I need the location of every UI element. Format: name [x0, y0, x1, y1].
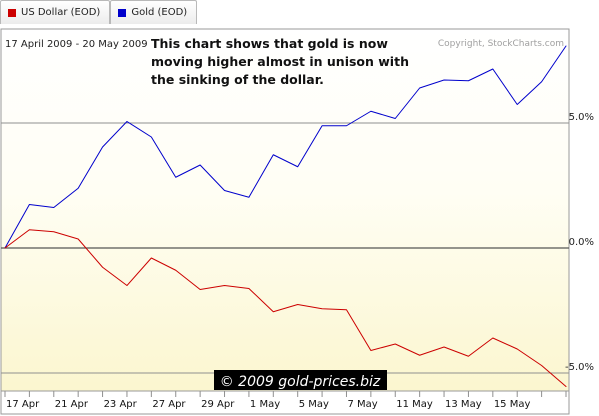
- x-tick-label: 11 May: [396, 399, 433, 410]
- annotation-line-2: moving higher almost in unison with: [151, 54, 409, 69]
- x-tick-label: 13 May: [445, 399, 482, 410]
- legend-tabs: US Dollar (EOD) Gold (EOD): [0, 0, 198, 26]
- y-tick-label: 5.0%: [569, 112, 594, 123]
- legend-tab-usd[interactable]: US Dollar (EOD): [0, 0, 111, 24]
- annotation-line-3: the sinking of the dollar.: [151, 72, 324, 87]
- annotation-text: This chart shows that gold is now moving…: [151, 36, 413, 87]
- x-tick-label: 23 Apr: [104, 399, 138, 410]
- x-axis-layer: 17 Apr 21 Apr 23 Apr 27 Apr 29 Apr 1 May 5 May…: [4, 391, 567, 410]
- plot-area: [0, 28, 570, 392]
- watermark-label: © 2009 gold-prices.biz: [220, 374, 381, 390]
- gold-swatch-icon: [118, 8, 127, 17]
- x-tick-label: 21 Apr: [55, 399, 89, 410]
- usd-line: [4, 229, 567, 387]
- x-tick-label: 1 May: [250, 399, 280, 410]
- y-tick-label: -5.0%: [565, 362, 594, 373]
- gold-line: [4, 45, 567, 249]
- x-tick-label: 29 Apr: [201, 399, 235, 410]
- x-tick-label: 17 Apr: [6, 399, 40, 410]
- copyright-label: Copyright, StockCharts.com: [438, 39, 564, 49]
- watermark-box: [214, 370, 387, 390]
- y-tick-label: 0.0%: [569, 237, 594, 248]
- x-tick-label: 7 May: [347, 399, 377, 410]
- date-range-label: 17 April 2009 - 20 May 2009: [5, 39, 148, 50]
- x-tick-label: 15 May: [494, 399, 531, 410]
- series-layer: [4, 45, 567, 387]
- x-axis-band: [0, 390, 570, 415]
- x-tick-label: 5 May: [299, 399, 329, 410]
- legend-label-gold: Gold (EOD): [131, 7, 188, 18]
- usd-swatch-icon: [8, 8, 16, 17]
- x-tick-label: 27 Apr: [152, 399, 186, 410]
- annotation-line-1: This chart shows that gold is now: [151, 36, 388, 51]
- legend-label-usd: US Dollar (EOD): [21, 7, 101, 18]
- legend-tab-gold[interactable]: Gold (EOD): [110, 0, 198, 24]
